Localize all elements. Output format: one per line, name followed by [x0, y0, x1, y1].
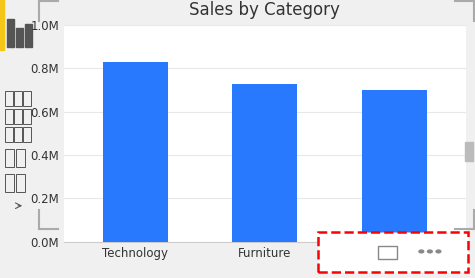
Bar [25, 24, 32, 47]
Bar [5, 127, 12, 142]
Bar [16, 149, 25, 167]
Bar [362, 90, 427, 242]
Bar [465, 142, 473, 161]
Bar [14, 91, 22, 106]
Bar [5, 109, 12, 124]
Bar [23, 91, 31, 106]
Bar [103, 62, 168, 242]
Bar [232, 84, 297, 242]
Bar [16, 28, 23, 47]
Bar [5, 174, 14, 192]
Bar [378, 246, 397, 259]
FancyBboxPatch shape [318, 232, 468, 272]
Circle shape [419, 250, 424, 253]
Bar [16, 174, 25, 192]
Title: Sales by Category: Sales by Category [190, 1, 340, 19]
Bar [7, 19, 14, 47]
Bar [23, 109, 31, 124]
Bar [23, 127, 31, 142]
Circle shape [428, 250, 432, 253]
Bar [14, 127, 22, 142]
Circle shape [436, 250, 441, 253]
Bar [5, 91, 12, 106]
Bar [0, 0, 4, 50]
Bar [5, 149, 14, 167]
Bar [14, 109, 22, 124]
